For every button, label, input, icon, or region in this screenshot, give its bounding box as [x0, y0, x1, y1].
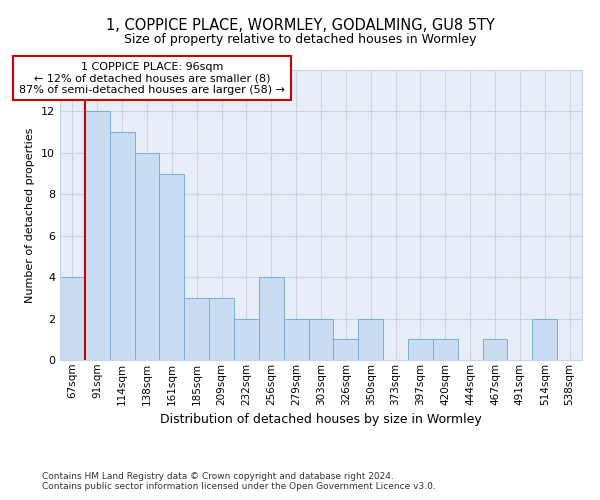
Bar [334, 340, 358, 360]
Bar [308, 318, 334, 360]
Bar [160, 174, 184, 360]
Bar [85, 112, 110, 360]
Bar [60, 277, 85, 360]
Text: Contains HM Land Registry data © Crown copyright and database right 2024.: Contains HM Land Registry data © Crown c… [42, 472, 394, 481]
Bar [259, 277, 284, 360]
Text: 1 COPPICE PLACE: 96sqm
← 12% of detached houses are smaller (8)
87% of semi-deta: 1 COPPICE PLACE: 96sqm ← 12% of detached… [19, 62, 285, 95]
Text: 1, COPPICE PLACE, WORMLEY, GODALMING, GU8 5TY: 1, COPPICE PLACE, WORMLEY, GODALMING, GU… [106, 18, 494, 32]
Y-axis label: Number of detached properties: Number of detached properties [25, 128, 35, 302]
Text: Size of property relative to detached houses in Wormley: Size of property relative to detached ho… [124, 32, 476, 46]
Text: Contains public sector information licensed under the Open Government Licence v3: Contains public sector information licen… [42, 482, 436, 491]
Bar [134, 153, 160, 360]
Bar [284, 318, 308, 360]
Bar [532, 318, 557, 360]
Bar [482, 340, 508, 360]
Bar [408, 340, 433, 360]
Bar [184, 298, 209, 360]
Bar [209, 298, 234, 360]
X-axis label: Distribution of detached houses by size in Wormley: Distribution of detached houses by size … [160, 413, 482, 426]
Bar [433, 340, 458, 360]
Bar [234, 318, 259, 360]
Bar [110, 132, 134, 360]
Bar [358, 318, 383, 360]
